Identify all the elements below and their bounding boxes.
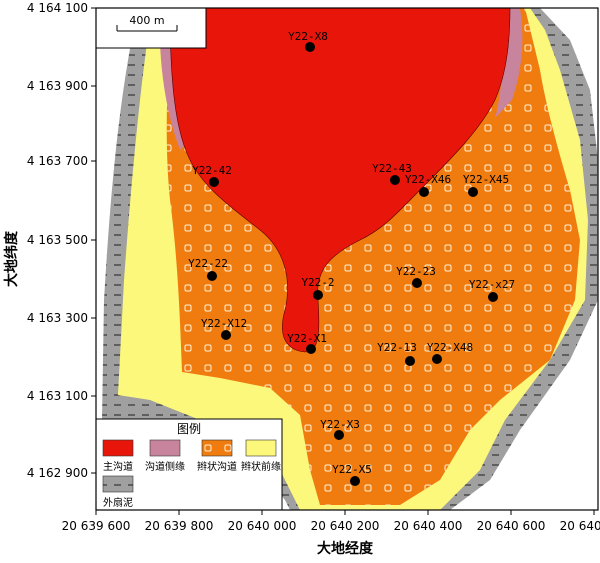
x-tick-label: 20 640 200 — [311, 519, 380, 533]
well-marker — [390, 175, 400, 185]
legend-item-channel-margin: 沟道侧缘 — [145, 439, 185, 473]
legend-swatch — [102, 439, 134, 457]
map-frame — [95, 7, 599, 511]
well-y22-x8: Y22-X8 — [288, 30, 328, 52]
well-label: Y22-X5 — [332, 463, 372, 476]
well-y22-x1: Y22-X1 — [287, 332, 327, 354]
well-label: Y22-13 — [377, 341, 417, 354]
well-y22-x3: Y22-X3 — [320, 418, 360, 440]
x-tick-label: 20 640 800 — [560, 519, 600, 533]
legend-label: 外扇泥 — [103, 496, 133, 509]
x-tick-label: 20 640 000 — [228, 519, 297, 533]
well-label: Y22-X45 — [463, 173, 509, 186]
legend-title: 图例 — [177, 422, 201, 436]
well-label: Y22-22 — [188, 257, 228, 270]
y-axis-title: 大地纬度 — [3, 230, 20, 287]
well-label: Y22-X8 — [288, 30, 328, 43]
well-y22-22: Y22-22 — [188, 257, 228, 281]
well-marker — [432, 354, 442, 364]
well-marker — [306, 344, 316, 354]
x-tick-label: 20 640 600 — [477, 519, 546, 533]
well-y22-43: Y22-43 — [372, 162, 412, 185]
y-tick-label: 4 163 500 — [27, 233, 88, 247]
legend-label: 辫状前缘 — [241, 460, 281, 473]
well-marker — [305, 42, 315, 52]
well-label: Y22-42 — [192, 164, 232, 177]
well-marker — [350, 476, 360, 486]
well-marker — [209, 177, 219, 187]
well-y22-42: Y22-42 — [192, 164, 232, 187]
x-axis-title: 大地经度 — [317, 540, 374, 557]
y-tick-label: 4 163 100 — [27, 389, 88, 403]
well-label: Y22-X3 — [320, 418, 360, 431]
scale-bar-label: 400 m — [129, 14, 164, 27]
legend-item-main-channel: 主沟道 — [102, 439, 134, 473]
x-axis: 20 639 600 20 639 800 20 640 000 20 640 200… — [62, 510, 600, 533]
legend-item-braided-channel: 辫状沟道 — [197, 439, 237, 473]
y-tick-label: 4 162 900 — [27, 466, 88, 480]
well-marker — [334, 430, 344, 440]
legend-item-braided-front: 辫状前缘 — [241, 439, 281, 473]
legend-swatch — [102, 475, 134, 493]
well-marker — [412, 278, 422, 288]
well-y22-2: Y22-2 — [301, 276, 335, 300]
well-label: Y22-X48 — [427, 341, 473, 354]
y-tick-label: 4 163 700 — [27, 154, 88, 168]
well-label: Y22-X46 — [405, 173, 451, 186]
legend-label: 沟道侧缘 — [145, 460, 185, 473]
well-label: Y22-X1 — [287, 332, 327, 345]
well-label: Y22-2 — [301, 276, 334, 289]
well-marker — [405, 356, 415, 366]
legend-label: 辫状沟道 — [197, 460, 237, 473]
x-tick-label: 20 639 800 — [145, 519, 214, 533]
well-marker — [419, 187, 429, 197]
well-marker — [221, 330, 231, 340]
well-marker — [488, 292, 498, 302]
legend-swatch-pattern — [202, 440, 232, 456]
y-axis: 4 164 100 4 163 900 4 163 700 4 163 500 4 16… — [27, 1, 96, 480]
well-y22-x5: Y22-X5 — [332, 463, 372, 486]
well-label: Y22-23 — [396, 265, 436, 278]
well-y22-x46: Y22-X46 — [405, 173, 451, 197]
y-tick-label: 4 164 100 — [27, 1, 88, 15]
well-marker — [468, 187, 478, 197]
y-tick-label: 4 163 900 — [27, 79, 88, 93]
legend-label: 主沟道 — [103, 460, 133, 473]
well-y22-13: Y22-13 — [377, 341, 417, 366]
well-label: Y22-x27 — [469, 278, 515, 291]
y-tick-label: 4 163 300 — [27, 311, 88, 325]
well-marker — [313, 290, 323, 300]
well-y22-23: Y22-23 — [396, 265, 436, 288]
well-marker — [207, 271, 217, 281]
well-y22-x45: Y22-X45 — [463, 173, 509, 197]
well-y22-x12: Y22-X12 — [201, 317, 247, 340]
legend-swatch — [149, 439, 181, 457]
x-tick-label: 20 640 400 — [394, 519, 463, 533]
legend-swatch — [245, 439, 277, 457]
well-label: Y22-X12 — [201, 317, 247, 330]
legend-item-outer-fan-mud: 外扇泥 — [102, 475, 134, 509]
well-label: Y22-43 — [372, 162, 412, 175]
well-y22-x48: Y22-X48 — [427, 341, 473, 364]
x-tick-label: 20 639 600 — [62, 519, 131, 533]
well-y22-x27: Y22-x27 — [469, 278, 515, 302]
main-channel-zone — [169, 8, 511, 353]
scale-bar: 400 m — [96, 8, 207, 49]
